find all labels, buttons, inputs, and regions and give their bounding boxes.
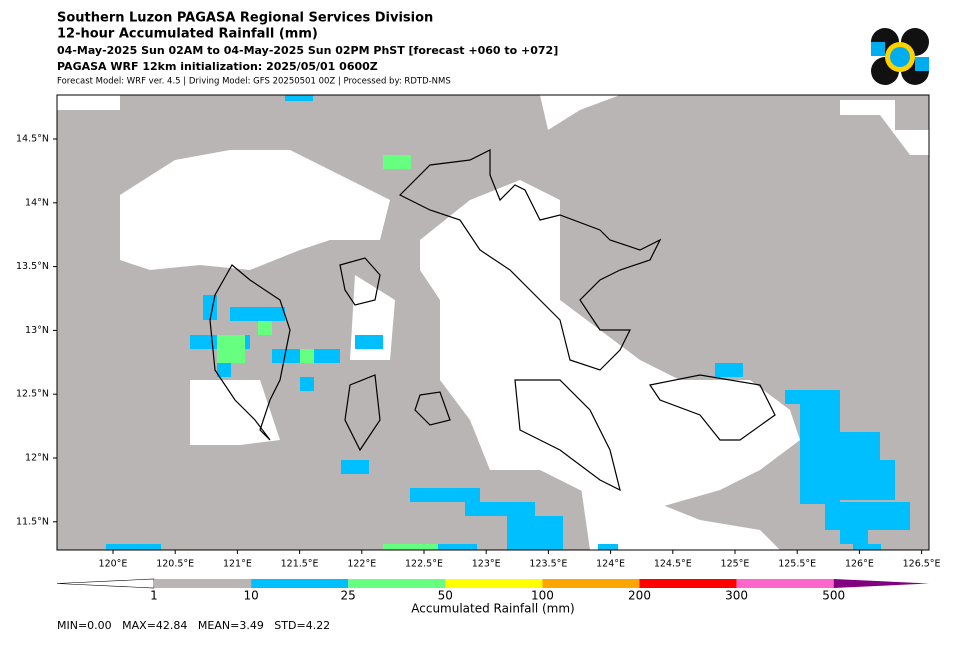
no-rain-area [540,95,620,130]
rain-cell [853,544,881,550]
no-rain-area [120,150,390,270]
coastline [344,374,381,452]
rain-cell [507,516,563,550]
rain-cell [598,544,618,550]
rain-cell [410,488,480,502]
colorbar-extend-low [56,578,155,589]
lon-label: 121°E [223,559,252,570]
lon-label: 120.5°E [156,559,194,570]
map-frame [56,94,930,551]
lon-label: 124.5°E [654,559,692,570]
colorbar-tick-label: 1 [150,589,158,603]
colorbar-segment [445,579,543,588]
colorbar-segment [251,579,349,588]
colorbar-segment [154,579,252,588]
coastline [398,149,662,371]
lon-label: 126°E [845,559,874,570]
period: 04-May-2025 Sun 02AM to 04-May-2025 Sun … [57,44,558,57]
rain-cell [383,544,438,550]
rain-cell [341,460,369,474]
colorbar-label: Accumulated Rainfall (mm) [411,602,574,616]
colorbar-tick-label: 10 [243,589,258,603]
title: Southern Luzon PAGASA Regional Services … [57,11,433,26]
colorbar-tick-label: 50 [438,589,453,603]
map: 14.5°N 14°N 13.5°N 13°N 12.5°N 12°N 11.5°N 120°… [16,94,941,570]
lat-label: 14°N [25,197,49,208]
coastline [209,264,291,441]
rain-cell [285,95,313,101]
rain-cell [820,460,895,500]
coastline [649,374,776,441]
lat-label: 14.5°N [16,134,49,145]
colorbar-segment [736,579,834,588]
rain-cell [825,502,910,530]
rain-cell [230,307,285,321]
colorbar-tick-label: 200 [628,589,651,603]
lon-label: 123.5°E [529,559,567,570]
lat-label: 11.5°N [16,516,49,527]
rain-cell [840,530,868,544]
lon-label: 120°E [99,559,128,570]
logo [871,28,929,85]
lat-label: 13°N [25,325,49,336]
no-rain-area [840,100,929,155]
lon-label: 121.5°E [281,559,319,570]
lon-label: 123°E [472,559,501,570]
coastline [339,257,381,306]
rain-cell [217,335,245,363]
lon-label: 125°E [721,559,750,570]
no-rain-area [190,380,280,445]
lat-label: 12.5°N [16,389,49,400]
lon-label: 122°E [347,559,376,570]
colorbar-extend-high [833,579,929,588]
lat-label: 12°N [25,453,49,464]
lat-label: 13.5°N [16,261,49,272]
rain-cell [355,335,383,349]
rain-cell [715,363,743,377]
subtitle: 12-hour Accumulated Rainfall (mm) [57,27,318,42]
colorbar-tick-label: 25 [341,589,356,603]
coastline [414,391,451,426]
rain-cell [203,295,217,320]
colorbar-tick-label: 100 [531,589,554,603]
rain-cell [437,544,477,550]
no-rain-area [57,95,120,110]
lon-label: 125.5°E [778,559,816,570]
colorbar-tick-label: 300 [725,589,748,603]
colorbar: 1 10 25 50 100 200 300 500 [56,578,929,603]
models: Forecast Model: WRF ver. 4.5 | Driving M… [57,77,451,87]
colorbar-segment [542,579,640,588]
lon-label: 122.5°E [405,559,443,570]
no-rain-area [420,180,800,510]
rain-cell [785,390,840,404]
colorbar-tick-label: 500 [822,589,845,603]
rain-cell [300,377,314,391]
lon-label: 124°E [596,559,625,570]
stats: MIN=0.00 MAX=42.84 MEAN=3.49 STD=4.22 [57,619,330,632]
lon-label: 126.5°E [903,559,941,570]
coastline [514,379,621,492]
rain-cell [106,544,161,550]
rain-cell [383,155,411,169]
rain-cell [300,349,314,363]
colorbar-segment [639,579,737,588]
rain-cell [465,502,535,516]
rain-cell [258,321,272,335]
init: PAGASA WRF 12km initialization: 2025/05/… [57,60,378,73]
no-rain-area [580,480,780,550]
colorbar-segment [348,579,446,588]
